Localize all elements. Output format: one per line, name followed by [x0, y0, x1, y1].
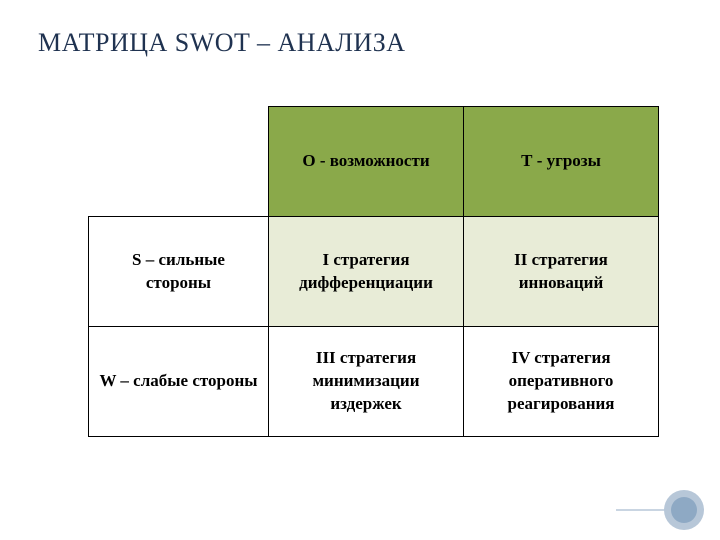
page-title: МАТРИЦА SWOT – АНАЛИЗА — [38, 28, 682, 58]
cell-wo: III стратегия минимизации издержек — [269, 327, 464, 437]
corner-decoration — [616, 470, 706, 530]
cell-wt: IV стратегия оперативного реагирования — [464, 327, 659, 437]
swot-matrix: О - возможности Т - угрозы S – сильные с… — [88, 106, 659, 437]
empty-corner — [89, 107, 269, 217]
row-header-weaknesses: W – слабые стороны — [89, 327, 269, 437]
matrix-header-row: О - возможности Т - угрозы — [89, 107, 659, 217]
slide: МАТРИЦА SWOT – АНАЛИЗА О - возможности Т… — [0, 0, 720, 540]
cell-so: I стратегия дифференциации — [269, 217, 464, 327]
cell-st: II стратегия инноваций — [464, 217, 659, 327]
col-header-threats: Т - угрозы — [464, 107, 659, 217]
matrix-row-weaknesses: W – слабые стороны III стратегия минимиз… — [89, 327, 659, 437]
matrix-row-strengths: S – сильные стороны I стратегия дифферен… — [89, 217, 659, 327]
col-header-opportunities: О - возможности — [269, 107, 464, 217]
row-header-strengths: S – сильные стороны — [89, 217, 269, 327]
